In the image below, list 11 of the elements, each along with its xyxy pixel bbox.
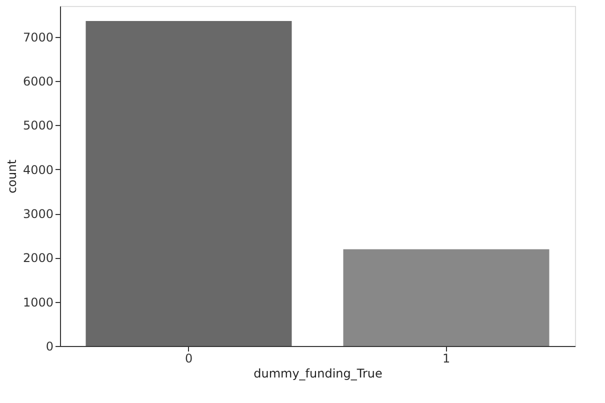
y-tick-label: 5000 — [22, 118, 54, 133]
y-tick-label: 1000 — [22, 295, 54, 310]
y-tick-label: 6000 — [22, 74, 54, 89]
x-axis-title: dummy_funding_True — [254, 366, 382, 380]
y-tick-label: 7000 — [22, 30, 54, 44]
y-axis-title: count — [4, 159, 19, 194]
x-tick-label: 1 — [442, 352, 450, 366]
y-tick-label: 2000 — [22, 251, 54, 266]
y-tick-label: 0 — [46, 340, 54, 354]
y-tick-label: 3000 — [22, 207, 54, 222]
y-tick-label: 4000 — [22, 162, 54, 177]
